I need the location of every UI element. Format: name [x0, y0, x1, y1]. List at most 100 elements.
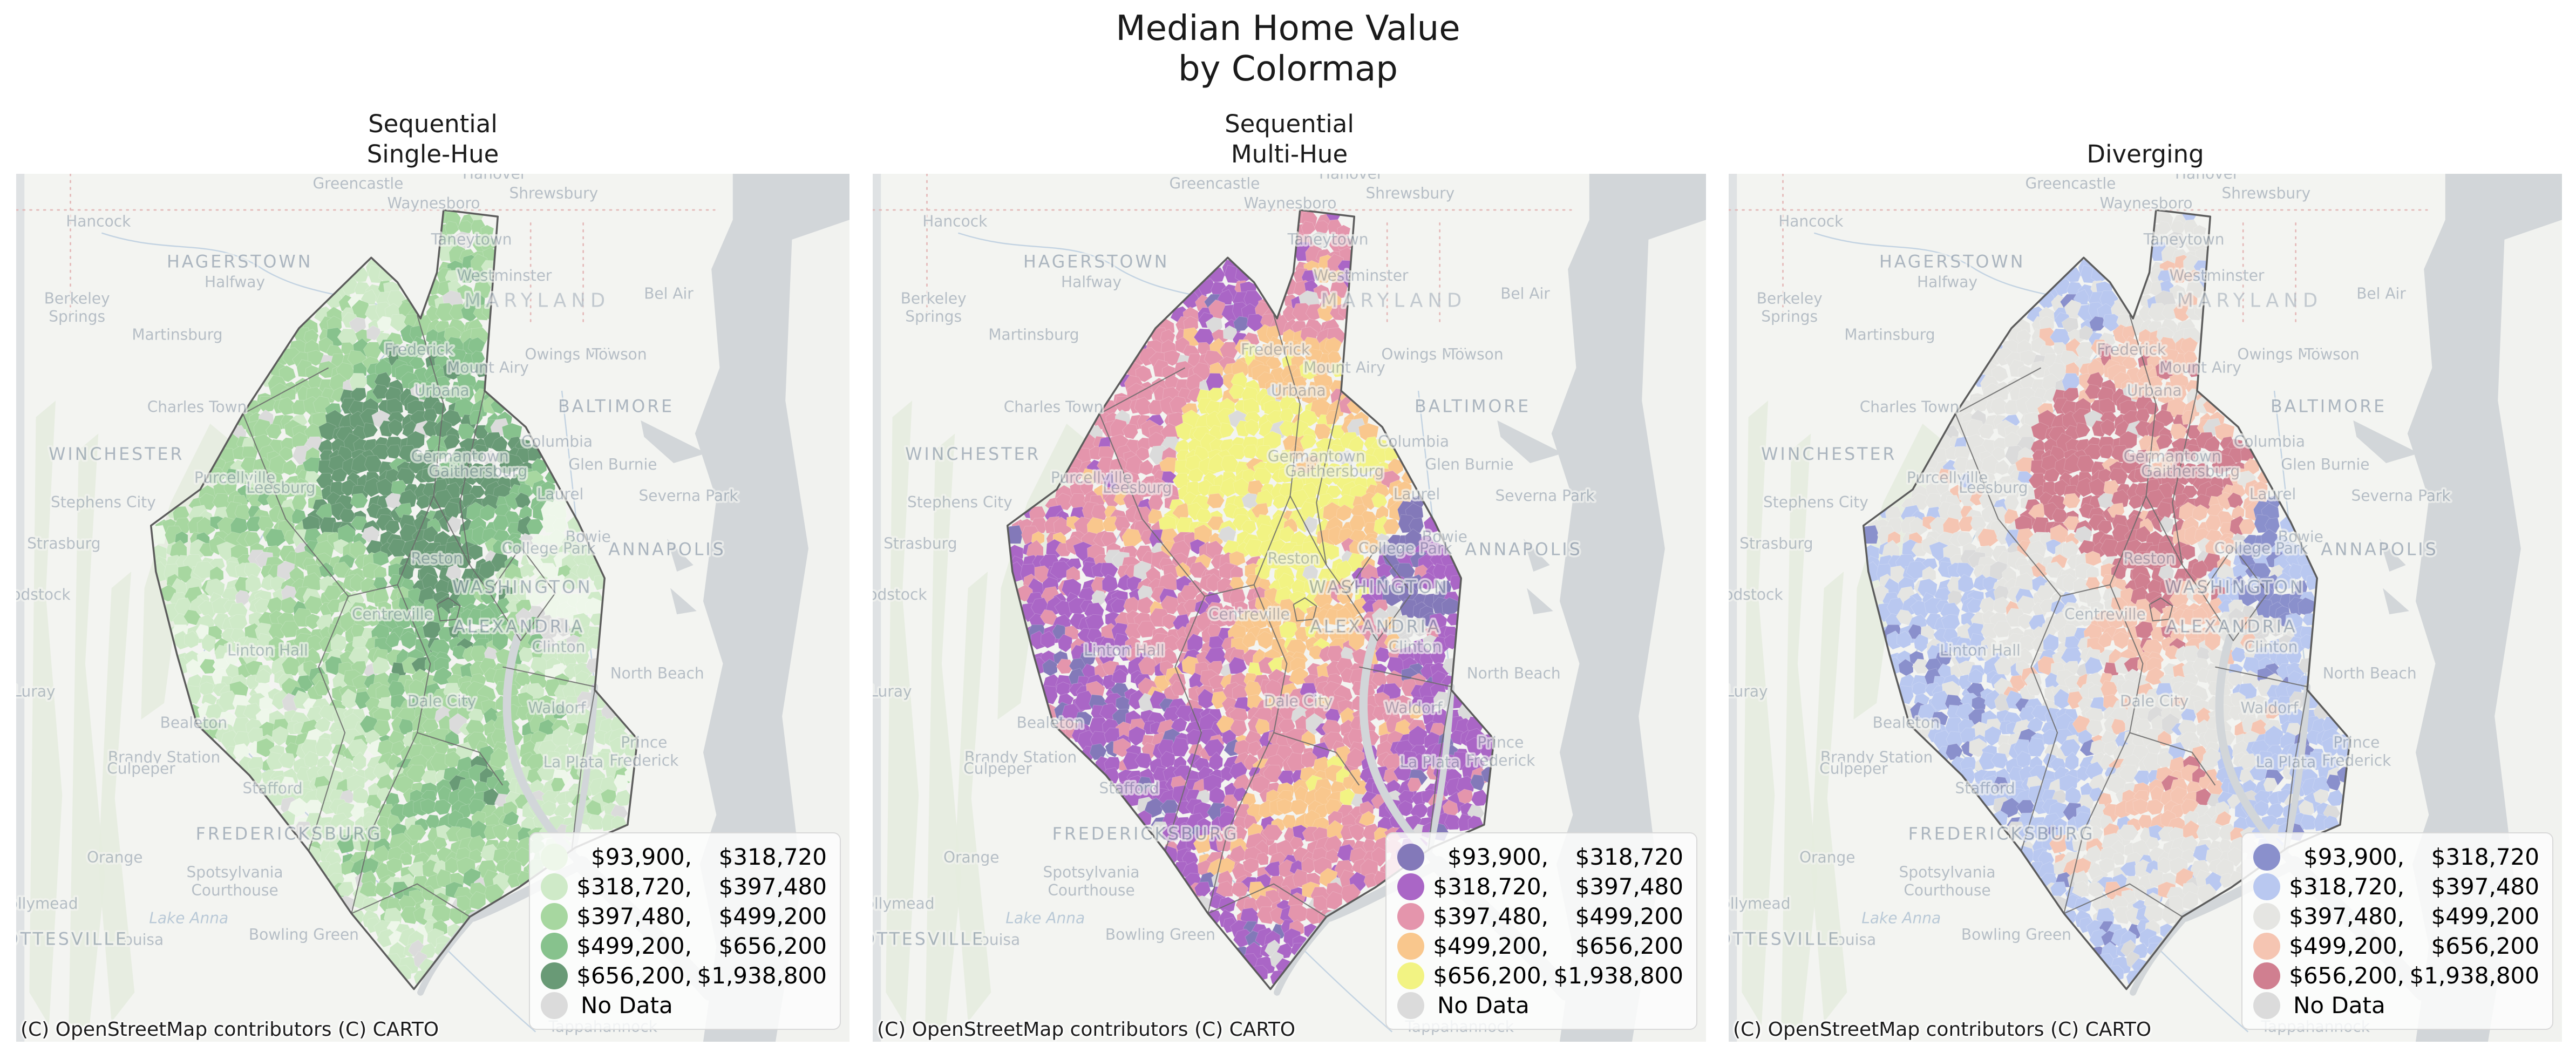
map-label: Halfway: [205, 273, 265, 291]
map-label: Brandy Station: [1820, 748, 1933, 766]
map-label: BALTIMORE: [2271, 397, 2387, 417]
map-label: Westminster: [2169, 267, 2264, 284]
map-label: Brandy Station: [108, 748, 220, 766]
map-label: Shrewsbury: [509, 185, 598, 202]
legend-range-max: $499,200: [1575, 903, 1683, 929]
legend-row: $318,720, $397,480: [1397, 872, 1683, 901]
map-label: Leesburg: [1103, 479, 1172, 497]
map-label: Luray: [1729, 682, 1768, 700]
map-label: Clinton: [532, 638, 586, 656]
map-label: Waynesboro: [2099, 194, 2192, 212]
legend-row: $397,480, $499,200: [2253, 901, 2539, 931]
map-label: North Beach: [610, 664, 704, 682]
map-label: Glen Burnie: [2281, 456, 2369, 473]
map-label: MARYLAND: [464, 290, 610, 312]
legend-row: $499,200, $656,200: [541, 931, 827, 961]
map-label: Waynesboro: [387, 194, 480, 212]
map-label: Lake Anna: [1005, 909, 1085, 927]
map-label: Owings Mills: [525, 345, 618, 363]
basemap-labels: Greencastle Waynesboro Hanover Shrewsbury Ha…: [1729, 174, 2453, 1037]
legend-range-max: $499,200: [2431, 903, 2539, 929]
legend-range-min: $656,200,: [576, 962, 692, 989]
map-label: Courthouse: [1904, 881, 1990, 899]
legend-row: $93,900, $318,720: [1397, 842, 1683, 872]
panel-title-multi-hue: Sequential Multi-Hue: [873, 99, 1706, 169]
map-label: Frederick: [609, 751, 679, 769]
legend-swatch: [1397, 932, 1424, 960]
map-label: Brandy Station: [964, 748, 1077, 766]
legend-row: $656,200, $1,938,800: [2253, 961, 2539, 990]
map-label: Severna Park: [638, 487, 738, 505]
map-label: Purcellville: [1051, 469, 1132, 487]
map-label: Stephens City: [1763, 493, 1868, 511]
legend-range-min: $318,720,: [576, 873, 692, 900]
legend-row: $318,720, $397,480: [541, 872, 827, 901]
legend-swatch: [541, 873, 568, 900]
panel-diverging: Diverging Greencastle Waynesboro Hanover Sh…: [1729, 140, 2562, 1042]
legend-row: $93,900, $318,720: [541, 842, 827, 872]
map-label: CHARLOTTESVILLE: [1729, 929, 1841, 949]
panel-sequential-single-hue: Sequential Single-Hue Greencastle Waynesb…: [16, 110, 849, 1042]
map-label: Halfway: [1917, 273, 1977, 291]
panel-title-diverging: Diverging: [1729, 99, 2562, 169]
panel-title-line: Multi-Hue: [1231, 140, 1348, 169]
map-label: Towson: [2304, 345, 2360, 363]
map-label: Gaithersburg: [2141, 462, 2240, 480]
map-label: Dale City: [2120, 693, 2189, 710]
map-label: Hanover: [2175, 174, 2239, 182]
map-label: Strasburg: [27, 534, 100, 552]
map-label: Laurel: [537, 485, 583, 503]
map-label: Dale City: [407, 693, 477, 710]
legend-range-min: $318,720,: [2289, 873, 2404, 900]
map-label: Owings Mills: [1381, 345, 1475, 363]
region-outline: [1862, 209, 2351, 990]
map-label: Louisa: [115, 931, 164, 948]
map-label: Linton Hall: [1940, 641, 2021, 659]
map-label: Spotsylvania: [187, 863, 283, 881]
map-label: WASHINGTON: [1309, 578, 1449, 598]
map-label: Columbia: [2234, 433, 2305, 451]
map-label: Frederick: [1466, 751, 1535, 769]
map-label: Urbana: [2127, 382, 2182, 399]
map-label: College Park: [1358, 540, 1453, 558]
map-label: Hanover: [463, 174, 527, 182]
map-label: Towson: [592, 345, 647, 363]
map-label: Severna Park: [1495, 487, 1595, 505]
map-label: Springs: [49, 308, 105, 325]
legend-range-max: $1,938,800: [697, 962, 827, 989]
legend-row: $93,900, $318,720: [2253, 842, 2539, 872]
map-label: ANNAPOLIS: [1465, 540, 1582, 560]
map-label: Clinton: [2245, 638, 2298, 656]
map-label: CHARLOTTESVILLE: [873, 929, 985, 949]
map-label: FREDERICKSBURG: [1908, 824, 2095, 844]
map-label: Martinsburg: [1844, 326, 1935, 344]
map-label: North Beach: [2323, 664, 2417, 682]
map-label: Berkeley: [44, 290, 110, 308]
legend-range-min: $499,200,: [2289, 933, 2404, 959]
legend-row: $656,200, $1,938,800: [541, 961, 827, 990]
legend-diverging: $93,900, $318,720 $318,720, $397,480 $397,48…: [2241, 832, 2553, 1030]
map-label: Berkeley: [1757, 290, 1823, 308]
map-label: WINCHESTER: [905, 445, 1041, 464]
map-label: Bel Air: [1500, 284, 1550, 302]
map-label: Hanover: [1319, 174, 1383, 182]
map-label: Greencastle: [1169, 174, 1260, 192]
map-label: Reston: [1268, 549, 1320, 567]
legend-swatch: [541, 902, 568, 930]
map-label: WASHINGTON: [2165, 578, 2305, 598]
map-label: Springs: [1761, 308, 1818, 325]
map-label: Bel Air: [644, 284, 694, 302]
map-label: ALEXANDRIA: [453, 617, 584, 637]
map-label: HAGERSTOWN: [167, 253, 312, 272]
map-label: Shrewsbury: [1365, 185, 1454, 202]
map-label: Charles Town: [147, 398, 247, 416]
map-label: Bowie: [2278, 528, 2323, 546]
map-label: Culpeper: [107, 760, 175, 778]
map-label: Bowie: [1422, 528, 1467, 546]
map-label: WINCHESTER: [49, 445, 184, 464]
map-label: La Plata: [1400, 753, 1460, 771]
map-label: Halfway: [1061, 273, 1122, 291]
map-label: Prince: [1477, 734, 1524, 751]
map-label: Laurel: [1394, 485, 1440, 503]
legend-range-min: $499,200,: [1433, 933, 1548, 959]
